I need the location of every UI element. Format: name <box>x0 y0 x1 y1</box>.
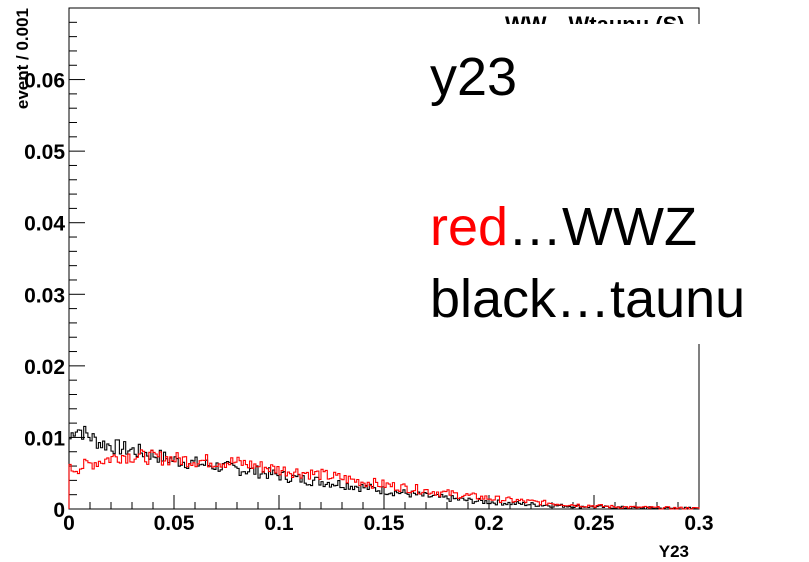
y-tick-label: 0.02 <box>24 356 65 379</box>
x-tick-label: 0.05 <box>154 512 195 535</box>
y-tick-label: 0.05 <box>24 141 65 164</box>
y-tick-label: 0 <box>53 499 65 522</box>
series-WWZ <box>68 449 700 510</box>
annotation-overlay <box>425 24 809 344</box>
x-tick-label: 0.3 <box>684 512 713 535</box>
y-tick-label: 0.06 <box>24 70 65 93</box>
y-tick-label: 0.04 <box>24 213 65 236</box>
y-axis-title: event / 0.001 <box>13 8 32 109</box>
x-tick-label: 0.2 <box>474 512 503 535</box>
y-tick-labels: 0 0.01 0.02 0.03 0.04 0.05 0.06 <box>24 70 65 522</box>
legend-red-rest: …WWZ <box>508 197 697 257</box>
x-tick-label: 0 <box>63 512 75 535</box>
y-tick-label: 0.03 <box>24 284 65 307</box>
x-tick-label: 0.15 <box>364 512 405 535</box>
y-tick-label: 0.01 <box>24 427 65 450</box>
x-tick-labels: 0 0.05 0.1 0.15 0.2 0.25 0.3 <box>63 512 713 535</box>
x-tick-label: 0.25 <box>574 512 615 535</box>
x-tick-label: 0.1 <box>264 512 294 535</box>
series-group <box>68 425 700 510</box>
axis-ticks <box>68 7 700 510</box>
x-axis-title: Y23 <box>659 542 689 561</box>
legend-red-entry: red…WWZ <box>430 196 697 258</box>
legend-red-word: red <box>430 197 509 257</box>
slide-title: y23 <box>430 47 518 107</box>
legend-black-entry: black…taunu <box>430 269 746 329</box>
